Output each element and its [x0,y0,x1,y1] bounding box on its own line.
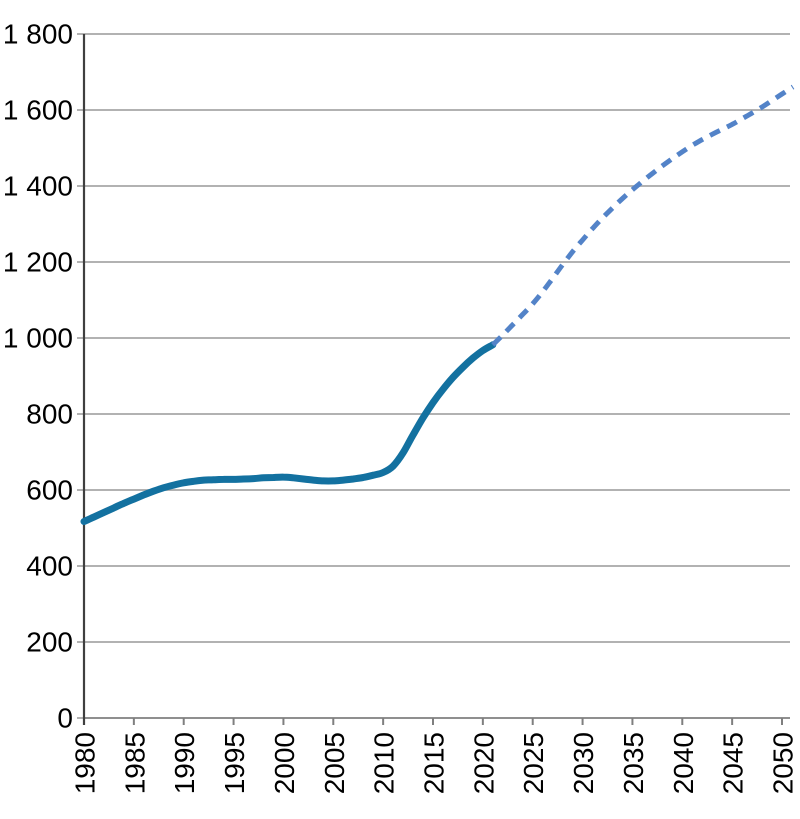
x-tick-label: 2005 [319,732,350,794]
y-tick-label: 1 800 [3,19,73,50]
x-tick-label: 2025 [518,732,549,794]
y-tick-label: 400 [26,551,73,582]
x-tick-label: 1995 [219,732,250,794]
y-tick-label: 1 400 [3,171,73,202]
series-solid-path [80,341,497,525]
y-tick-label: 1 200 [3,247,73,278]
x-tick-label: 2040 [668,732,699,794]
y-tick-label: 800 [26,399,73,430]
x-tick-label: 2010 [369,732,400,794]
y-tick-label: 0 [57,703,73,734]
x-tick-label: 2030 [568,732,599,794]
series-dashed-path [491,84,795,347]
y-tick-label: 600 [26,475,73,506]
x-tick-label: 1990 [169,732,200,794]
x-tick-label: 2050 [767,732,798,794]
y-tick-label: 1 600 [3,95,73,126]
x-tick-label: 2020 [468,732,499,794]
x-tick-label: 2045 [718,732,749,794]
x-tick-label: 1980 [70,732,101,794]
y-tick-label: 200 [26,627,73,658]
x-tick-label: 2000 [269,732,300,794]
y-tick-label: 1 000 [3,323,73,354]
x-tick-label: 2035 [618,732,649,794]
x-tick-label: 1985 [119,732,150,794]
x-tick-label: 2015 [418,732,449,794]
